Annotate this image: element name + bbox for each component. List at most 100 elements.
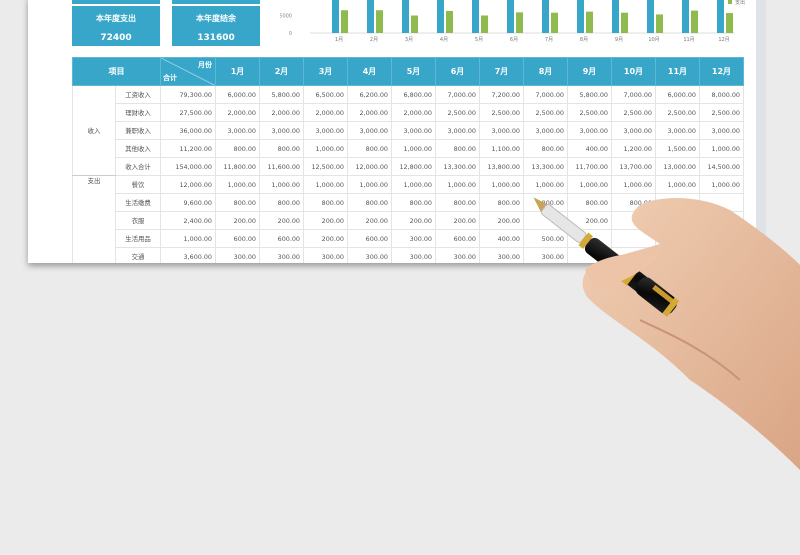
cell-month-10[interactable] [611, 211, 656, 230]
cell-month-3[interactable]: 3,000.00 [303, 121, 348, 140]
cell-month-7[interactable]: 3,000.00 [479, 121, 524, 140]
cell-month-10[interactable]: 1,200.00 [611, 139, 656, 158]
cell-month-4[interactable]: 600.00 [347, 229, 392, 248]
cell-month-10[interactable]: 1,000.00 [611, 175, 656, 194]
cell-month-9[interactable]: 5,800.00 [567, 85, 612, 104]
cell-month-11[interactable]: 1,000.00 [655, 175, 700, 194]
cell-month-5[interactable]: 1,000.00 [391, 139, 436, 158]
row-total[interactable]: 27,500.00 [160, 103, 216, 122]
cell-month-1[interactable]: 800.00 [215, 139, 260, 158]
cell-month-2[interactable]: 800.00 [259, 193, 304, 212]
row-label[interactable]: 衣服 [115, 211, 161, 230]
cell-month-6[interactable]: 13,300.00 [435, 157, 480, 176]
cell-month-1[interactable]: 2,000.00 [215, 103, 260, 122]
cell-month-5[interactable]: 300.00 [391, 247, 436, 263]
cell-month-10[interactable] [611, 229, 656, 248]
row-total[interactable]: 2,400.00 [160, 211, 216, 230]
cell-month-4[interactable]: 200.00 [347, 211, 392, 230]
row-label[interactable]: 其他收入 [115, 139, 161, 158]
row-total[interactable]: 12,000.00 [160, 175, 216, 194]
cell-month-1[interactable]: 200.00 [215, 211, 260, 230]
row-label[interactable]: 交通 [115, 247, 161, 263]
cell-month-3[interactable]: 12,500.00 [303, 157, 348, 176]
cell-month-10[interactable]: 7,000.00 [611, 85, 656, 104]
cell-month-5[interactable]: 300.00 [391, 229, 436, 248]
cell-month-8[interactable]: 2,500.00 [523, 103, 568, 122]
row-total[interactable]: 9,600.00 [160, 193, 216, 212]
cell-month-12[interactable] [699, 211, 744, 230]
cell-month-4[interactable]: 300.00 [347, 247, 392, 263]
cell-month-4[interactable]: 800.00 [347, 139, 392, 158]
cell-month-11[interactable]: 13,000.00 [655, 157, 700, 176]
cell-month-12[interactable]: 1,000.00 [699, 139, 744, 158]
cell-month-2[interactable]: 1,000.00 [259, 175, 304, 194]
cell-month-6[interactable]: 200.00 [435, 211, 480, 230]
cell-month-3[interactable]: 200.00 [303, 229, 348, 248]
cell-month-6[interactable]: 1,000.00 [435, 175, 480, 194]
cell-month-8[interactable]: 300.00 [523, 247, 568, 263]
cell-month-8[interactable]: 3,000.00 [523, 121, 568, 140]
cell-month-8[interactable]: 500.00 [523, 229, 568, 248]
cell-month-9[interactable]: 800.00 [567, 193, 612, 212]
row-total[interactable]: 11,200.00 [160, 139, 216, 158]
cell-month-4[interactable]: 1,000.00 [347, 175, 392, 194]
cell-month-3[interactable]: 800.00 [303, 193, 348, 212]
cell-month-12[interactable]: 14,500.00 [699, 157, 744, 176]
cell-month-3[interactable]: 1,000.00 [303, 139, 348, 158]
cell-month-8[interactable]: 13,300.00 [523, 157, 568, 176]
cell-month-10[interactable]: 13,700.00 [611, 157, 656, 176]
cell-month-3[interactable]: 2,000.00 [303, 103, 348, 122]
row-total[interactable]: 3,600.00 [160, 247, 216, 263]
cell-month-6[interactable]: 300.00 [435, 247, 480, 263]
cell-month-2[interactable]: 800.00 [259, 139, 304, 158]
cell-month-3[interactable]: 6,500.00 [303, 85, 348, 104]
cell-month-7[interactable]: 200.00 [479, 211, 524, 230]
cell-month-5[interactable]: 200.00 [391, 211, 436, 230]
cell-month-9[interactable]: 200.00 [567, 211, 612, 230]
cell-month-5[interactable]: 2,000.00 [391, 103, 436, 122]
cell-month-5[interactable]: 12,800.00 [391, 157, 436, 176]
cell-month-1[interactable]: 600.00 [215, 229, 260, 248]
cell-month-6[interactable]: 600.00 [435, 229, 480, 248]
cell-month-6[interactable]: 800.00 [435, 193, 480, 212]
cell-month-1[interactable]: 300.00 [215, 247, 260, 263]
cell-month-12[interactable]: 1,000.00 [699, 175, 744, 194]
cell-month-8[interactable]: 1,000.00 [523, 175, 568, 194]
cell-month-6[interactable]: 800.00 [435, 139, 480, 158]
cell-month-7[interactable]: 400.00 [479, 229, 524, 248]
row-label[interactable]: 生活缴费 [115, 193, 161, 212]
cell-month-9[interactable]: 3,000.00 [567, 121, 612, 140]
cell-month-1[interactable]: 1,000.00 [215, 175, 260, 194]
cell-month-12[interactable]: 8,000.00 [699, 85, 744, 104]
cell-month-11[interactable] [655, 193, 700, 212]
cell-month-2[interactable]: 200.00 [259, 211, 304, 230]
cell-month-2[interactable]: 2,000.00 [259, 103, 304, 122]
cell-month-9[interactable] [567, 247, 612, 263]
row-label[interactable]: 工资收入 [115, 85, 161, 104]
row-total[interactable]: 79,300.00 [160, 85, 216, 104]
cell-month-1[interactable]: 3,000.00 [215, 121, 260, 140]
cell-month-6[interactable]: 3,000.00 [435, 121, 480, 140]
cell-month-3[interactable]: 1,000.00 [303, 175, 348, 194]
cell-month-12[interactable]: 3,000.00 [699, 121, 744, 140]
cell-month-12[interactable] [699, 193, 744, 212]
cell-month-11[interactable] [655, 229, 700, 248]
cell-month-1[interactable]: 6,000.00 [215, 85, 260, 104]
cell-month-7[interactable]: 300.00 [479, 247, 524, 263]
cell-month-6[interactable]: 7,000.00 [435, 85, 480, 104]
cell-month-12[interactable] [699, 229, 744, 248]
row-total[interactable]: 154,000.00 [160, 157, 216, 176]
cell-month-2[interactable]: 3,000.00 [259, 121, 304, 140]
cell-month-8[interactable]: 800.00 [523, 139, 568, 158]
cell-month-4[interactable]: 800.00 [347, 193, 392, 212]
cell-month-12[interactable]: 2,500.00 [699, 103, 744, 122]
cell-month-4[interactable]: 12,000.00 [347, 157, 392, 176]
cell-month-9[interactable]: 400.00 [567, 139, 612, 158]
cell-month-5[interactable]: 6,800.00 [391, 85, 436, 104]
cell-month-10[interactable]: 2,500.00 [611, 103, 656, 122]
row-total[interactable]: 36,000.00 [160, 121, 216, 140]
cell-month-3[interactable]: 300.00 [303, 247, 348, 263]
cell-month-2[interactable]: 11,600.00 [259, 157, 304, 176]
row-label[interactable]: 收入合计 [115, 157, 161, 176]
cell-month-7[interactable]: 2,500.00 [479, 103, 524, 122]
